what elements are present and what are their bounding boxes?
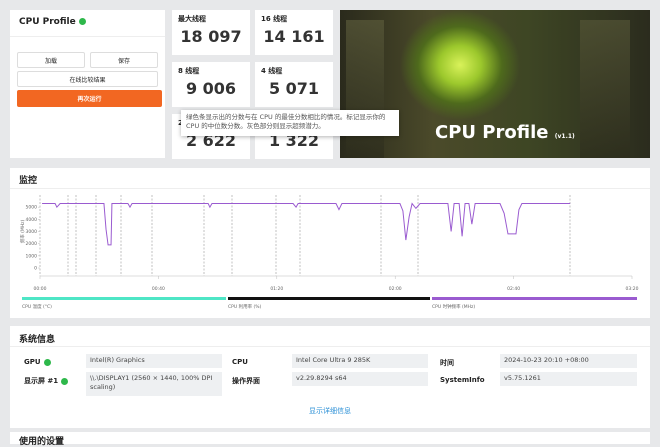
profile-title: CPU Profile (19, 17, 76, 27)
score-value: 18 097 (180, 27, 242, 46)
score-card: 4 线程 5 071 (255, 62, 333, 107)
divider (10, 188, 650, 189)
display-value: \\.\DISPLAY1 (2560 × 1440, 100% DPI scal… (86, 372, 222, 396)
legend-label: CPU 利用率 (%) (228, 303, 262, 310)
gpu-label: GPU (24, 358, 51, 366)
hero-title: CPU Profile (435, 122, 549, 143)
y-axis-label: 频率 (MHz) (19, 219, 26, 243)
score-value: 14 161 (263, 27, 325, 46)
display-label: 显示屏 #1 (24, 376, 69, 386)
y-tick-label: 4000 (26, 217, 38, 223)
score-label: 最大线程 (178, 15, 206, 23)
settings-title: 使用的设置 (19, 437, 65, 447)
y-tick-label: 3000 (26, 229, 38, 235)
save-button[interactable]: 保存 (90, 52, 158, 68)
gpu-value: Intel(R) Graphics (86, 354, 222, 368)
profile-panel: CPU Profile 加载 保存 在线比较结果 再次运行 (10, 10, 165, 158)
settings-panel: 使用的设置 (10, 432, 650, 447)
time-label: 时间 (440, 359, 454, 367)
score-label: 16 线程 (261, 15, 288, 23)
ui-label: 操作界面 (232, 377, 260, 385)
legend-bar (228, 297, 430, 300)
legend-bar (432, 297, 637, 300)
hero-version: (v1.1) (554, 133, 575, 140)
compare-button[interactable]: 在线比较结果 (17, 71, 158, 87)
legend-bar (22, 297, 226, 300)
check-icon (78, 18, 86, 25)
score-value: 5 071 (268, 79, 320, 98)
details-link[interactable]: 显示详细信息 (309, 407, 351, 415)
monitor-title: 监控 (19, 176, 38, 186)
systeminfo-value: v5.75.1261 (500, 372, 637, 386)
cpu-value: Intel Core Ultra 9 285K (292, 354, 428, 368)
score-card: 8 线程 9 006 (172, 62, 250, 107)
x-tick-label: 00:00 (34, 286, 47, 292)
hero-title-row: CPU Profile (v1.1) (435, 122, 575, 143)
systeminfo-label: SystemInfo (440, 376, 485, 384)
monitor-panel: 监控 (10, 168, 650, 318)
score-value: 9 006 (185, 79, 237, 98)
score-label: 8 线程 (178, 67, 200, 75)
check-icon (61, 377, 69, 385)
profile-title-row: CPU Profile (19, 17, 86, 27)
system-panel: 系统信息 GPU Intel(R) Graphics 显示屏 #1 \\.\DI… (10, 326, 650, 428)
score-card: 16 线程 14 161 (255, 10, 333, 55)
label-text: 显示屏 #1 (24, 377, 59, 385)
y-tick-label: 5000 (26, 205, 38, 211)
cpu-label: CPU (232, 358, 248, 366)
ui-value: v2.29.8294 s64 (292, 372, 428, 386)
score-label: 4 线程 (261, 67, 283, 75)
run-again-button[interactable]: 再次运行 (17, 90, 162, 107)
load-button[interactable]: 加载 (17, 52, 85, 68)
legend-label: CPU 温度 (°C) (22, 303, 52, 310)
time-value: 2024-10-23 20:10 +08:00 (500, 354, 637, 368)
divider (10, 346, 650, 347)
tooltip: 绿色条显示出的分数与在 CPU 的最佳分数相比的情况。标记显示你的 CPU 的中… (181, 110, 399, 136)
legend-label: CPU 时钟频率 (MHz) (432, 303, 475, 310)
pillar (580, 20, 630, 158)
label-text: GPU (24, 358, 41, 366)
y-tick-label: 1000 (26, 253, 38, 259)
y-tick-label: 2000 (26, 241, 38, 247)
check-icon (43, 358, 51, 366)
x-tick-label: 02:00 (389, 286, 402, 292)
system-title: 系统信息 (19, 335, 56, 345)
x-tick-label: 01:20 (270, 286, 283, 292)
y-tick-label: 0 (34, 266, 37, 272)
x-tick-label: 03:20 (626, 286, 639, 292)
clock-line (42, 202, 571, 246)
x-tick-label: 02:40 (507, 286, 520, 292)
divider (10, 36, 165, 37)
score-card: 最大线程 18 097 (172, 10, 250, 55)
x-tick-label: 00:40 (152, 286, 165, 292)
